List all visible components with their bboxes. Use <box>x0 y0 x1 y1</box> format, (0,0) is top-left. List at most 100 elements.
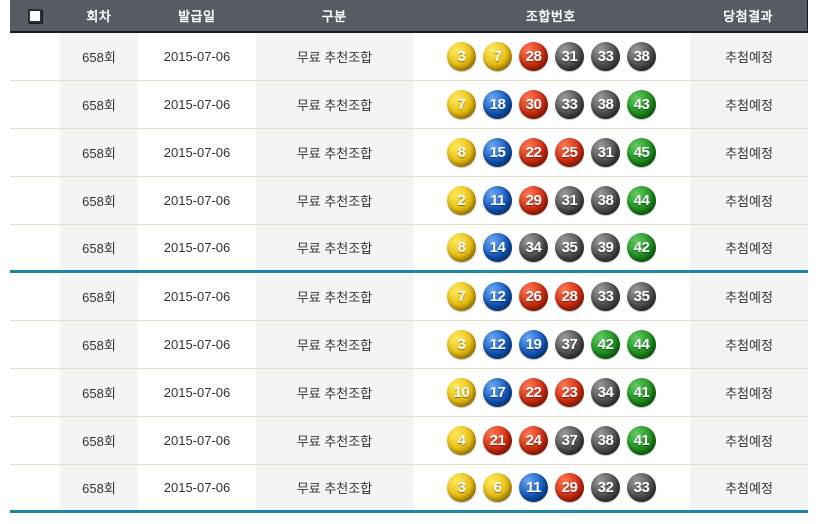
lotto-ball: 37 <box>555 330 584 359</box>
lotto-ball: 19 <box>519 330 548 359</box>
lotto-ball: 33 <box>591 282 620 311</box>
lotto-ball: 23 <box>555 378 584 407</box>
select-all-checkbox[interactable] <box>27 8 42 23</box>
row-select-cell <box>10 129 60 176</box>
category-cell: 무료 추천조합 <box>256 321 413 368</box>
round-cell: 658회 <box>60 225 138 270</box>
lotto-ball: 44 <box>627 186 656 215</box>
lotto-ball: 34 <box>591 378 620 407</box>
result-cell: 추첨예정 <box>690 273 808 320</box>
lotto-ball: 42 <box>627 233 656 262</box>
lotto-ball: 31 <box>591 138 620 167</box>
result-cell: 추첨예정 <box>690 33 808 80</box>
lotto-ball: 38 <box>591 186 620 215</box>
category-cell: 무료 추천조합 <box>256 129 413 176</box>
lotto-ball: 7 <box>447 90 476 119</box>
ball-group: 4 21 24 37 38 41 <box>413 426 690 455</box>
table-header: 회차 발급일 구분 조합번호 당첨결과 <box>10 0 808 33</box>
numbers-cell: 3 12 19 37 42 44 <box>413 321 690 368</box>
header-cell-category: 구분 <box>321 9 347 24</box>
row-select-cell <box>10 33 60 80</box>
table-row: 658회 2015-07-06 무료 추천조합 8 15 22 25 31 45 추첨예정 <box>10 129 808 177</box>
lotto-ball: 34 <box>519 233 548 262</box>
lotto-ball: 8 <box>447 138 476 167</box>
lotto-ball: 43 <box>627 90 656 119</box>
issue-date-cell: 2015-07-06 <box>163 193 231 208</box>
round-cell: 658회 <box>60 273 138 320</box>
table-row: 658회 2015-07-06 무료 추천조합 4 21 24 37 38 41 추첨예정 <box>10 417 808 465</box>
category-cell: 무료 추천조합 <box>256 369 413 416</box>
lotto-ball: 2 <box>447 186 476 215</box>
row-select-cell <box>10 81 60 128</box>
lotto-ball: 12 <box>483 330 512 359</box>
table-row: 658회 2015-07-06 무료 추천조합 3 6 11 29 32 33 추첨예정 <box>10 465 808 513</box>
result-cell: 추첨예정 <box>690 81 808 128</box>
lotto-ball: 42 <box>591 330 620 359</box>
row-select-cell <box>10 465 60 510</box>
table-row: 658회 2015-07-06 무료 추천조합 2 11 29 31 38 44 추첨예정 <box>10 177 808 225</box>
numbers-cell: 3 6 11 29 32 33 <box>413 465 690 510</box>
lotto-ball: 21 <box>483 426 512 455</box>
lotto-ball: 37 <box>555 426 584 455</box>
ball-group: 3 6 11 29 32 33 <box>413 473 690 502</box>
numbers-cell: 10 17 22 23 34 41 <box>413 369 690 416</box>
lotto-ball: 3 <box>447 42 476 71</box>
header-cell-result: 당첨결과 <box>723 9 773 24</box>
header-cell-issue-date: 발급일 <box>178 9 216 24</box>
row-select-cell <box>10 225 60 270</box>
lotto-ball: 28 <box>519 42 548 71</box>
lotto-ball: 6 <box>483 473 512 502</box>
result-cell: 추첨예정 <box>690 321 808 368</box>
lotto-ball: 30 <box>519 90 548 119</box>
lotto-ball: 22 <box>519 378 548 407</box>
lotto-ball: 45 <box>627 138 656 167</box>
table-row: 658회 2015-07-06 무료 추천조합 7 18 30 33 38 43 추첨예정 <box>10 81 808 129</box>
numbers-cell: 8 15 22 25 31 45 <box>413 129 690 176</box>
header-cell-round: 회차 <box>86 9 112 24</box>
table-row: 658회 2015-07-06 무료 추천조합 10 17 22 23 34 41 추첨예… <box>10 369 808 417</box>
lotto-ball: 8 <box>447 233 476 262</box>
lotto-ball: 25 <box>555 138 584 167</box>
lotto-ball: 31 <box>555 42 584 71</box>
issue-date-cell: 2015-07-06 <box>163 433 231 448</box>
lotto-ball: 38 <box>627 42 656 71</box>
table-row: 658회 2015-07-06 무료 추천조합 7 12 26 28 33 35 추첨예정 <box>10 273 808 321</box>
table-row: 658회 2015-07-06 무료 추천조합 3 7 28 31 33 38 추첨예정 <box>10 33 808 81</box>
numbers-cell: 7 18 30 33 38 43 <box>413 81 690 128</box>
ball-group: 2 11 29 31 38 44 <box>413 186 690 215</box>
round-cell: 658회 <box>60 129 138 176</box>
table-body: 658회 2015-07-06 무료 추천조합 3 7 28 31 33 38 추첨예정 … <box>10 33 808 513</box>
round-cell: 658회 <box>60 177 138 224</box>
ball-group: 3 12 19 37 42 44 <box>413 330 690 359</box>
ball-group: 7 18 30 33 38 43 <box>413 90 690 119</box>
lotto-ball: 17 <box>483 378 512 407</box>
issue-date-cell: 2015-07-06 <box>163 289 231 304</box>
lotto-ball: 33 <box>555 90 584 119</box>
lotto-ball: 44 <box>627 330 656 359</box>
lotto-ball: 3 <box>447 330 476 359</box>
lotto-ball: 26 <box>519 282 548 311</box>
lotto-ball: 18 <box>483 90 512 119</box>
issue-date-cell: 2015-07-06 <box>163 385 231 400</box>
round-cell: 658회 <box>60 465 138 510</box>
category-cell: 무료 추천조합 <box>256 417 413 464</box>
row-select-cell <box>10 417 60 464</box>
round-cell: 658회 <box>60 369 138 416</box>
numbers-cell: 8 14 34 35 39 42 <box>413 225 690 270</box>
result-cell: 추첨예정 <box>690 177 808 224</box>
lotto-ball: 3 <box>447 473 476 502</box>
issue-date-cell: 2015-07-06 <box>163 337 231 352</box>
lotto-ball: 11 <box>519 473 548 502</box>
table-row: 658회 2015-07-06 무료 추천조합 8 14 34 35 39 42 추첨예정 <box>10 225 808 273</box>
result-cell: 추첨예정 <box>690 369 808 416</box>
row-select-cell <box>10 369 60 416</box>
issue-date-cell: 2015-07-06 <box>163 97 231 112</box>
lotto-ball: 35 <box>555 233 584 262</box>
lotto-ball: 35 <box>627 282 656 311</box>
lotto-recommendation-table: 회차 발급일 구분 조합번호 당첨결과 658회 2015-07-06 무료 추… <box>10 0 808 513</box>
issue-date-cell: 2015-07-06 <box>163 480 231 495</box>
table-row: 658회 2015-07-06 무료 추천조합 3 12 19 37 42 44 추첨예정 <box>10 321 808 369</box>
row-select-cell <box>10 321 60 368</box>
lotto-ball: 7 <box>483 42 512 71</box>
lotto-ball: 11 <box>483 186 512 215</box>
